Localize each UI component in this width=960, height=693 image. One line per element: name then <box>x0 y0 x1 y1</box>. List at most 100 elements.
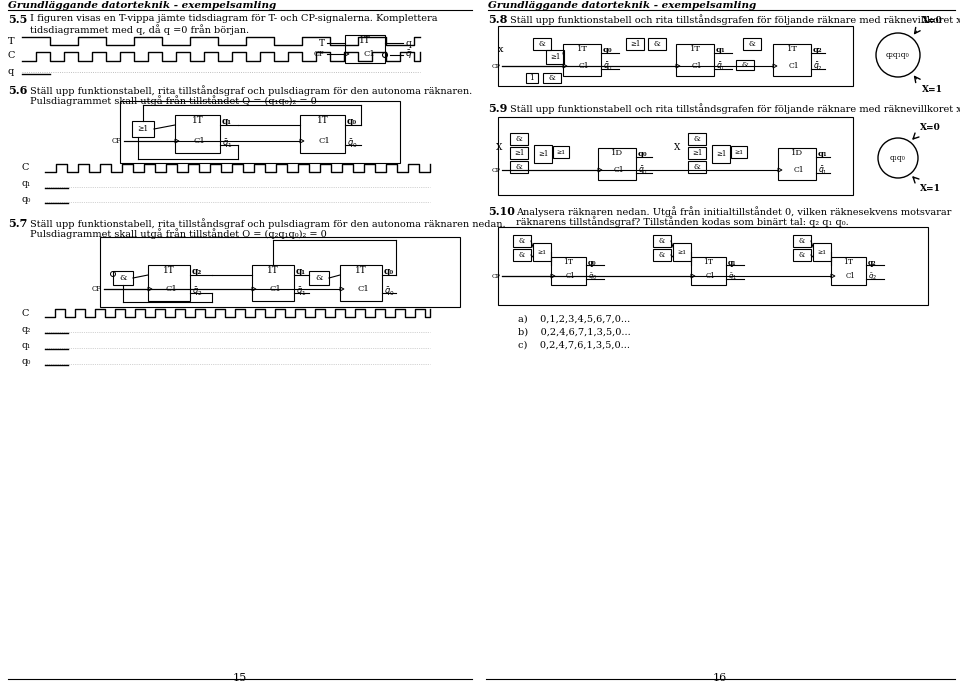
Text: q₁: q₁ <box>22 340 32 349</box>
Text: &: & <box>694 135 701 143</box>
Text: ≥1: ≥1 <box>678 249 686 254</box>
Text: Pulsdiagrammet skall utgå från tillståndet Q = (q₂q₁q₀)₂ = 0: Pulsdiagrammet skall utgå från tillstånd… <box>30 228 326 239</box>
Text: x: x <box>498 46 503 55</box>
Text: q₁: q₁ <box>222 117 232 126</box>
Text: T: T <box>319 39 325 48</box>
Text: 5.9: 5.9 <box>488 103 508 114</box>
Text: 5.7: 5.7 <box>8 218 28 229</box>
Text: &: & <box>119 274 127 282</box>
Text: &: & <box>659 237 665 245</box>
Text: ≥1: ≥1 <box>557 150 565 155</box>
Text: CP: CP <box>492 64 500 69</box>
Text: c)    0,2,4,7,6,1,3,5,0...: c) 0,2,4,7,6,1,3,5,0... <box>518 341 630 350</box>
Bar <box>345 35 385 63</box>
Text: ≥1: ≥1 <box>734 150 744 155</box>
Text: C1: C1 <box>363 50 374 58</box>
Bar <box>498 227 928 305</box>
Text: a)    0,1,2,3,4,5,6,7,0...: a) 0,1,2,3,4,5,6,7,0... <box>518 315 631 324</box>
Text: C1: C1 <box>165 285 177 293</box>
Text: T: T <box>8 37 14 46</box>
Text: 1T: 1T <box>689 45 701 53</box>
Text: CP: CP <box>492 274 500 279</box>
Text: q₀: q₀ <box>588 259 596 267</box>
Text: &: & <box>799 251 805 259</box>
Text: 15: 15 <box>233 673 247 683</box>
Bar <box>546 50 564 64</box>
Bar <box>533 38 551 50</box>
Text: C1: C1 <box>788 62 800 70</box>
Text: q₁: q₁ <box>728 259 736 267</box>
Text: q₂: q₂ <box>813 46 823 54</box>
Text: ≥1: ≥1 <box>716 150 726 158</box>
Text: X=1: X=1 <box>920 184 941 193</box>
Bar <box>533 243 551 261</box>
Text: C: C <box>22 308 30 317</box>
Text: C1: C1 <box>319 137 330 145</box>
Bar <box>132 121 154 137</box>
Text: 5.5: 5.5 <box>8 14 28 25</box>
Text: q₁: q₁ <box>22 179 32 188</box>
Text: q₀: q₀ <box>603 46 612 54</box>
Text: 1T: 1T <box>786 45 798 53</box>
Text: 1T: 1T <box>267 266 278 275</box>
Text: X: X <box>495 143 502 152</box>
Bar <box>688 161 706 173</box>
Bar <box>100 237 460 307</box>
Text: Pulsdiagrammet skall utgå från tillståndet Q = (q₁q₀)₂ = 0: Pulsdiagrammet skall utgå från tillstånd… <box>30 95 317 106</box>
Text: $\bar{q}_1$: $\bar{q}_1$ <box>728 272 737 282</box>
Text: Grundläggande datorteknik - exempelsamling: Grundläggande datorteknik - exempelsamli… <box>8 1 276 10</box>
Bar <box>712 145 730 163</box>
Bar <box>736 60 754 70</box>
Text: &: & <box>516 135 522 143</box>
Bar <box>831 257 866 285</box>
Bar <box>773 44 811 76</box>
Bar <box>148 265 190 301</box>
Text: C1: C1 <box>706 272 715 280</box>
Text: ≥1: ≥1 <box>538 150 548 158</box>
Text: X=0: X=0 <box>922 16 943 25</box>
Bar <box>526 73 538 83</box>
Text: q₂q₁q₀: q₂q₁q₀ <box>886 51 910 59</box>
Text: $\bar{q}_0$: $\bar{q}_0$ <box>638 164 648 177</box>
Text: CP: CP <box>314 50 325 58</box>
Text: 1T: 1T <box>355 266 367 275</box>
Bar <box>731 146 747 158</box>
Text: Analysera räknaren nedan. Utgå från initialtillståndet 0, vilken räknesekvens mo: Analysera räknaren nedan. Utgå från init… <box>516 206 951 217</box>
Text: 5.10: 5.10 <box>488 206 515 217</box>
Text: ≥1: ≥1 <box>137 125 149 133</box>
Text: 1D: 1D <box>611 149 623 157</box>
Text: &: & <box>548 74 556 82</box>
Bar <box>510 133 528 145</box>
Text: X: X <box>674 143 680 152</box>
Bar <box>648 38 666 50</box>
Text: ≥1: ≥1 <box>550 53 561 61</box>
Text: q₀: q₀ <box>638 150 648 158</box>
Text: C1: C1 <box>846 272 855 280</box>
Text: Ställ upp funktionstabell, rita tillståndsgraf och pulsdiagram för den autonoma : Ställ upp funktionstabell, rita tillstån… <box>30 218 506 229</box>
Text: $\bar{q}_0$: $\bar{q}_0$ <box>347 137 358 150</box>
Text: C1: C1 <box>613 166 624 174</box>
Bar <box>673 243 691 261</box>
Bar <box>340 265 382 301</box>
Text: Grundläggande datorteknik - exempelsamling: Grundläggande datorteknik - exempelsamli… <box>488 1 756 10</box>
Text: X=0: X=0 <box>920 123 941 132</box>
Text: ≥1: ≥1 <box>538 249 546 254</box>
Text: 1T: 1T <box>163 266 175 275</box>
Text: $\bar{q}_0$: $\bar{q}_0$ <box>603 60 613 73</box>
Text: 5.6: 5.6 <box>8 85 28 96</box>
Text: b)    0,2,4,6,7,1,3,5,0...: b) 0,2,4,6,7,1,3,5,0... <box>518 328 631 337</box>
Bar <box>813 243 831 261</box>
Text: q₀: q₀ <box>22 356 32 365</box>
Text: $\bar{q}_0$: $\bar{q}_0$ <box>384 286 395 298</box>
Bar <box>691 257 726 285</box>
Text: q: q <box>405 39 411 48</box>
Text: 1T: 1T <box>317 116 328 125</box>
Bar <box>113 271 133 285</box>
Text: 1T: 1T <box>577 45 588 53</box>
Text: 1: 1 <box>530 74 535 82</box>
Bar <box>498 117 853 195</box>
Text: $\bar{q}_2$: $\bar{q}_2$ <box>868 272 877 282</box>
Bar <box>551 257 586 285</box>
Text: C: C <box>8 51 15 60</box>
Bar <box>653 235 671 247</box>
